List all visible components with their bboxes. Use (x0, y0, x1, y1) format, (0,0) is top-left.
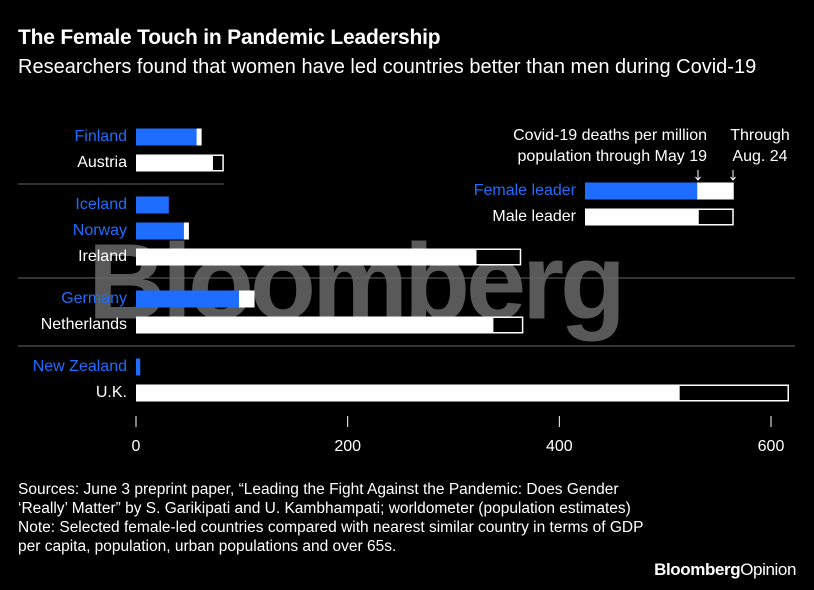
bar-aug (238, 290, 255, 308)
bar-may (136, 196, 169, 214)
bar-may (136, 248, 476, 266)
legend-header: population through May 19 (518, 148, 708, 165)
chart-subtitle: Researchers found that women have led co… (18, 56, 757, 78)
logo-part: Opinion (740, 560, 796, 579)
legend-swatch (697, 208, 734, 226)
footnote: Sources: June 3 preprint paper, “Leading… (18, 480, 658, 556)
category-label: U.K. (96, 384, 127, 401)
category-label: Netherlands (41, 316, 127, 333)
legend-swatch (585, 208, 698, 226)
category-label: Germany (61, 290, 127, 307)
logo-part: Bloomberg (654, 560, 741, 579)
bar-aug (491, 316, 524, 334)
bar-aug (474, 248, 522, 266)
legend-label: Male leader (492, 208, 576, 225)
note: Note: Selected female-led countries comp… (18, 519, 644, 555)
legend-header: Aug. 24 (732, 148, 787, 165)
bar-aug (183, 222, 189, 240)
legend-header: Covid-19 deaths per million (513, 127, 707, 144)
x-tick-label: 0 (132, 438, 141, 455)
legend-header: Through (730, 127, 790, 144)
bar-may (136, 222, 185, 240)
legend-swatch (585, 182, 698, 200)
category-label: New Zealand (33, 358, 127, 375)
bar-aug (678, 384, 789, 402)
category-label: Finland (75, 128, 127, 145)
bar-may (136, 384, 679, 402)
bar-may (136, 316, 493, 334)
legend-arrow (730, 170, 736, 181)
bar-may (136, 358, 141, 376)
legend-swatch (697, 182, 734, 200)
chart-title: The Female Touch in Pandemic Leadership (18, 26, 441, 49)
x-tick-label: 200 (334, 438, 361, 455)
bar-may (136, 290, 240, 308)
legend-label: Female leader (474, 182, 577, 199)
bar-may (136, 128, 198, 146)
bar-aug (211, 154, 224, 172)
sources: Sources: June 3 preprint paper, “Leading… (18, 481, 631, 517)
bar-aug (196, 128, 202, 146)
category-label: Norway (73, 222, 127, 239)
category-label: Iceland (75, 196, 127, 213)
logo: BloombergOpinion (654, 560, 796, 580)
bar-may (136, 154, 213, 172)
category-label: Ireland (78, 248, 127, 265)
x-tick-label: 600 (758, 438, 785, 455)
category-label: Austria (77, 154, 127, 171)
x-tick-label: 400 (546, 438, 573, 455)
legend-arrow (695, 170, 701, 181)
